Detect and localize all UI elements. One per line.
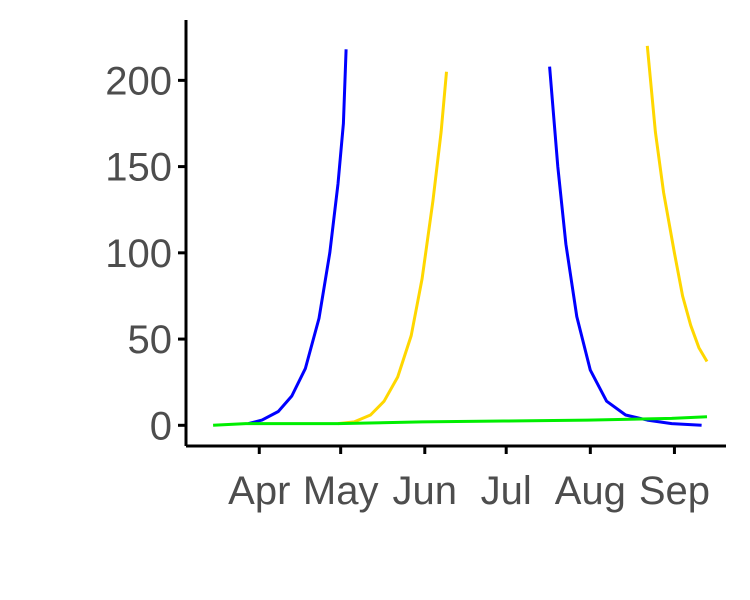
x-tick-label: Sep bbox=[639, 469, 710, 513]
series-layer bbox=[213, 45, 709, 427]
x-ticks: Apr May Jun Jul Aug Sep bbox=[228, 446, 710, 513]
x-tick-label: Apr bbox=[228, 469, 290, 513]
series-2-line-segment-1 bbox=[337, 71, 448, 426]
axis-layer bbox=[184, 20, 726, 448]
series-1-line-segment-1 bbox=[248, 49, 348, 426]
x-tick-label: Aug bbox=[555, 469, 626, 513]
x-tick-label: Jun bbox=[393, 469, 458, 513]
series-1-line-segment-2 bbox=[548, 66, 702, 427]
y-tick-label: 150 bbox=[105, 146, 172, 190]
x-tick-label: May bbox=[303, 469, 379, 513]
y-tick-label: 200 bbox=[105, 59, 172, 103]
y-tick-label: 100 bbox=[105, 232, 172, 276]
series-2-line-segment-2 bbox=[645, 45, 709, 363]
series-3-line-segment-1 bbox=[213, 415, 708, 427]
y-tick-label: 0 bbox=[150, 404, 172, 448]
y-tick-label: 50 bbox=[128, 318, 173, 362]
x-tick-label: Jul bbox=[481, 469, 532, 513]
y-ticks: 0 50 100 150 200 bbox=[105, 59, 186, 448]
